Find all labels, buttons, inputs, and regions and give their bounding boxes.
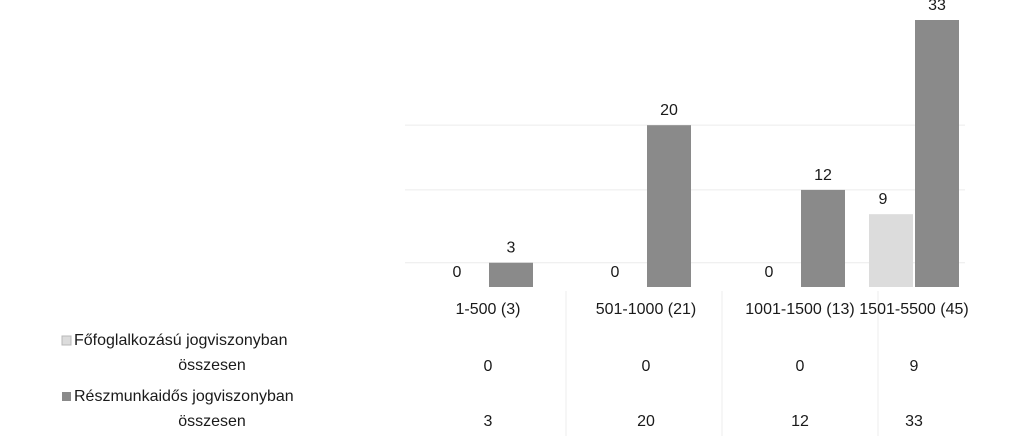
data-label-reszmunkaidos-3: 33 [928,0,946,14]
legend-label-0: Főfoglalkozású jogviszonyban [74,332,287,349]
legend-swatch-1 [62,392,71,401]
table-cell-0-1: 0 [642,358,651,375]
bar-reszmunkaidos-2 [801,189,845,287]
data-label-reszmunkaidos-1: 20 [660,102,678,119]
category-label-3: 1501-5500 (45) [859,301,968,318]
category-label-2: 1001-1500 (13) [745,301,854,318]
table-cell-0-0: 0 [484,358,493,375]
legend-swatch-0 [61,335,72,346]
data-table: 1-500 (3) 501-1000 (21) 1001-1500 (13) 1501… [61,291,969,436]
data-label-fofoglalkozasu-0: 0 [453,264,462,281]
data-label-fofoglalkozasu-3: 9 [879,191,888,208]
table-cell-1-2: 12 [791,413,809,430]
bar-reszmunkaidos-0 [489,262,533,287]
bars [489,20,959,287]
bar-reszmunkaidos-3 [915,20,959,287]
data-label-fofoglalkozasu-1: 0 [611,264,620,281]
bar-reszmunkaidos-1 [647,125,691,287]
legend-label-cont-1: összesen [178,413,246,430]
data-label-reszmunkaidos-0: 3 [507,240,516,257]
table-cell-0-2: 0 [796,358,805,375]
table-cell-1-1: 20 [637,413,655,430]
legend-label-1: Részmunkaidős jogviszonyban [74,388,294,405]
data-label-fofoglalkozasu-2: 0 [765,264,774,281]
table-cell-1-3: 33 [905,413,923,430]
legend-label-cont-0: összesen [178,357,246,374]
category-label-1: 501-1000 (21) [596,301,697,318]
data-labels: 0 3 0 20 0 12 9 33 [453,0,946,281]
table-cell-1-0: 3 [484,413,493,430]
category-label-0: 1-500 (3) [456,301,521,318]
bar-fofoglalkozasu-3 [869,214,913,287]
table-cell-0-3: 9 [910,358,919,375]
data-label-reszmunkaidos-2: 12 [814,167,832,184]
